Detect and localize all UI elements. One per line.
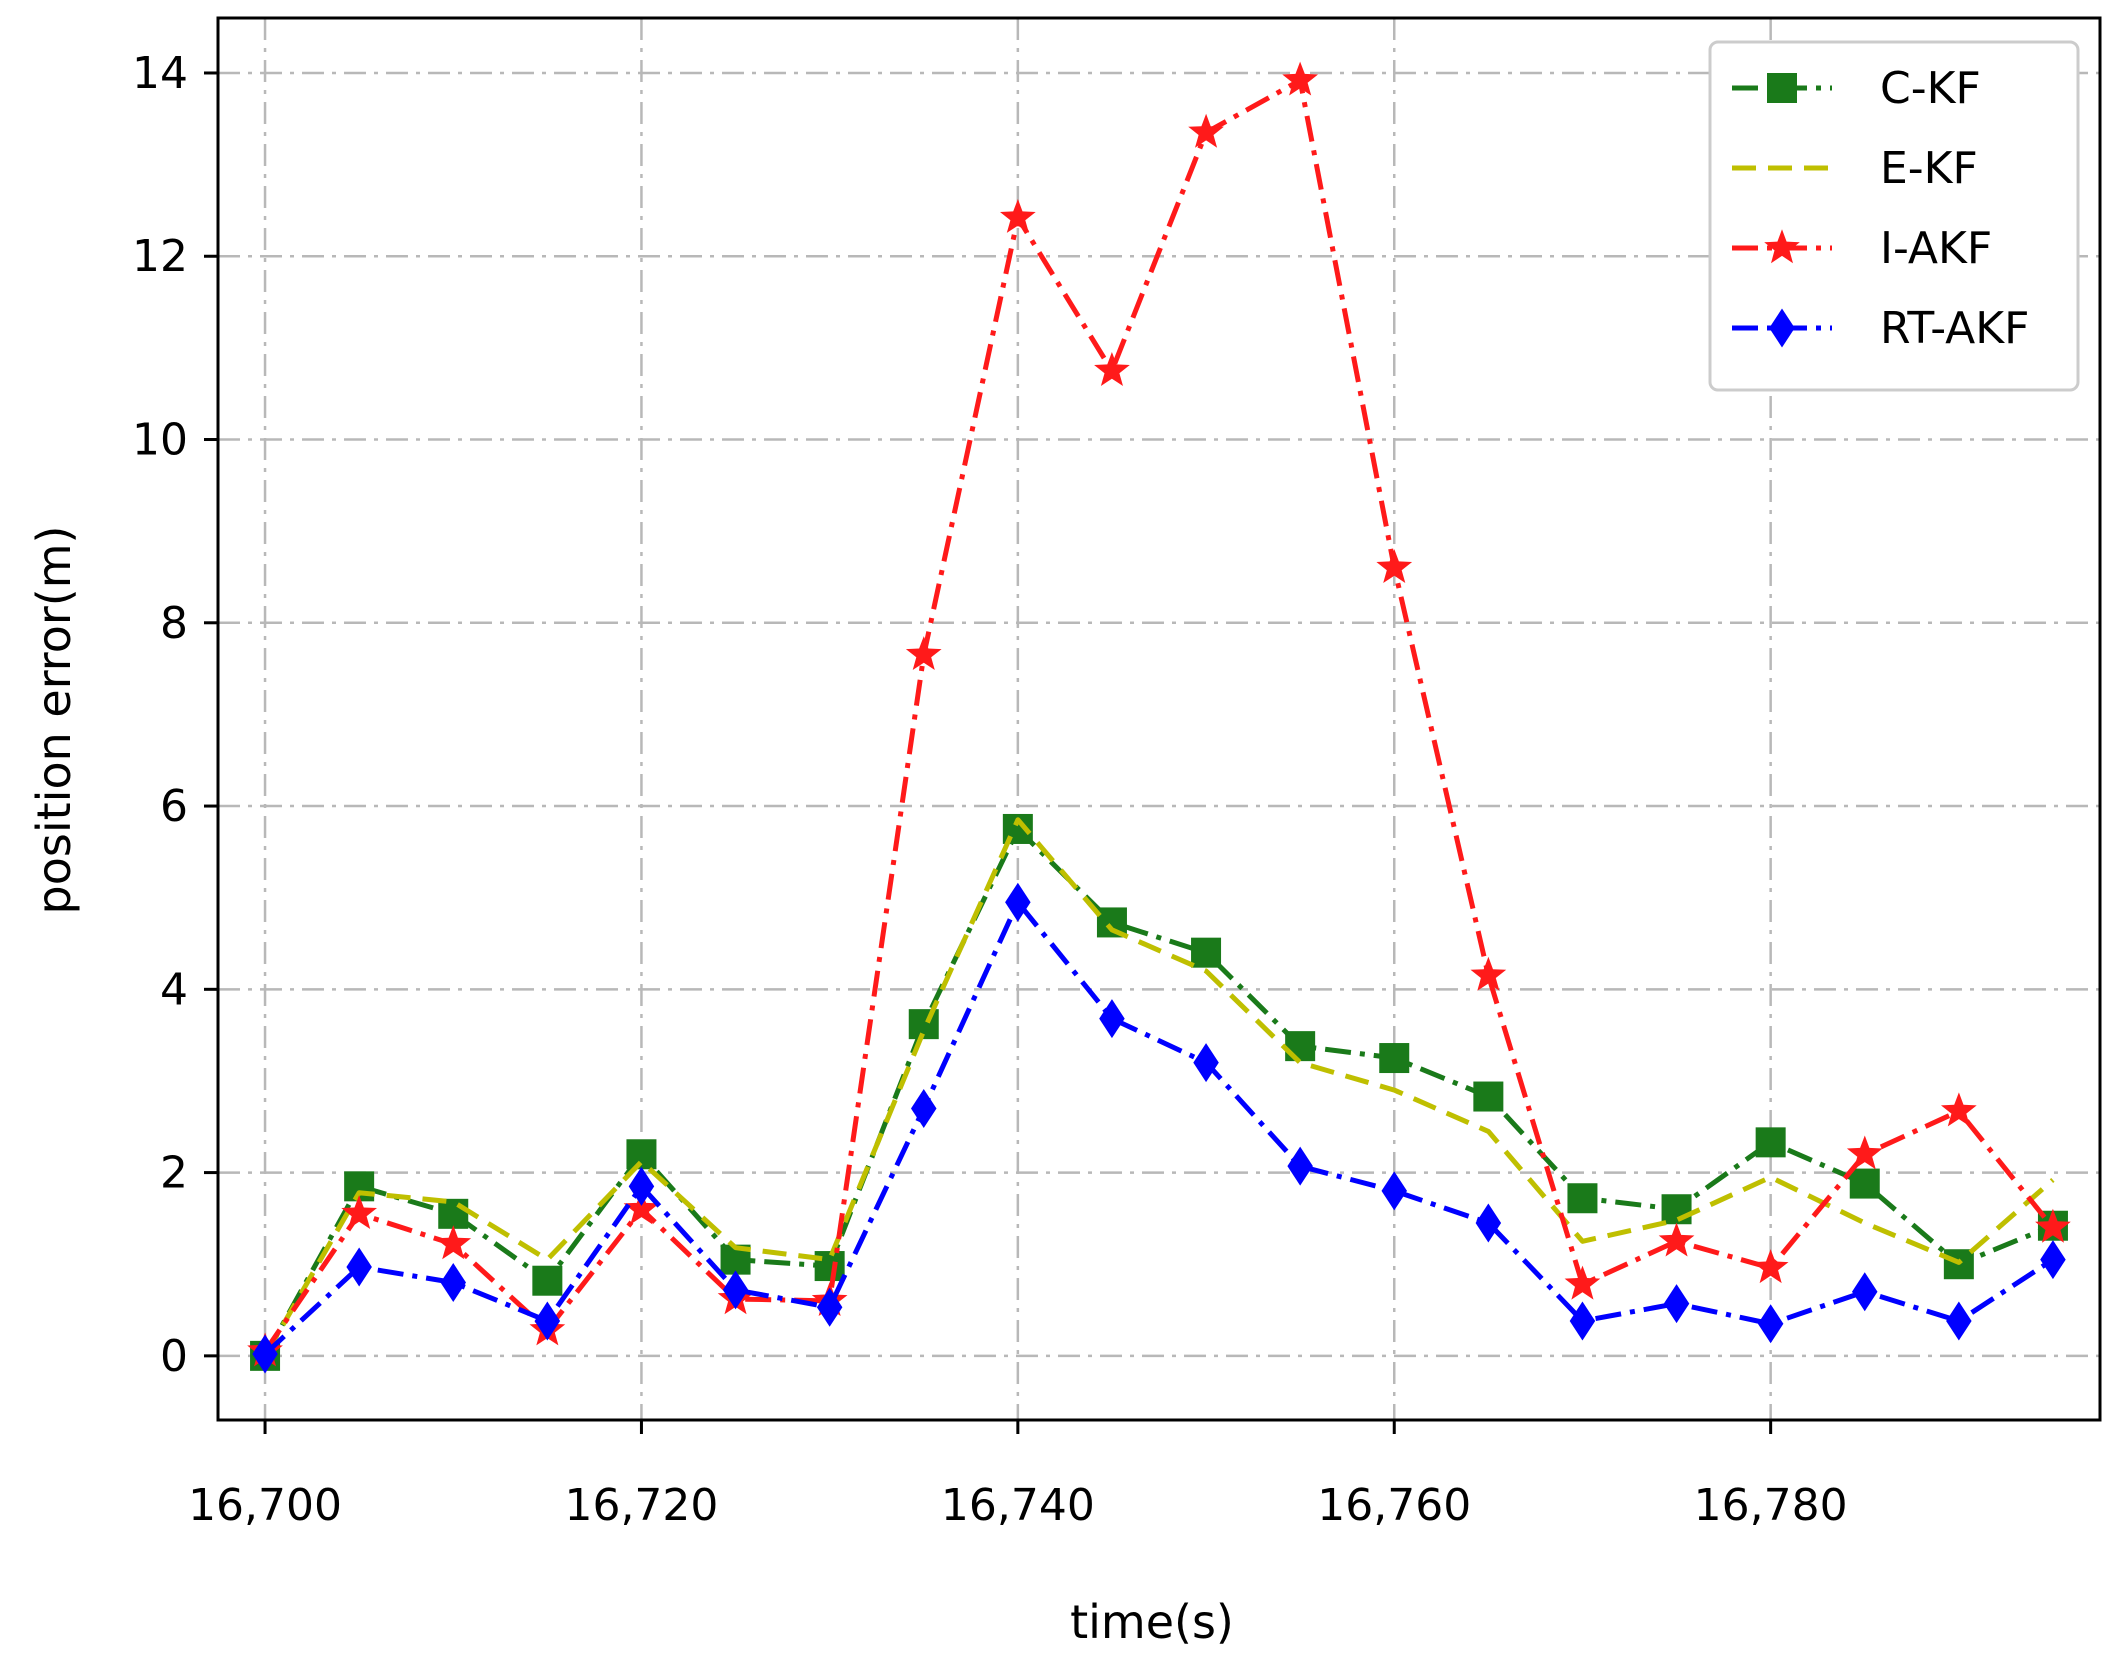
data-point-RT-AKF-16 [1757,1304,1784,1344]
x-tick-label-4: 16,780 [1694,1480,1848,1531]
series-E-KF [262,817,2055,1358]
data-point-C-KF-15 [1661,1194,1692,1225]
y-tick-label-3: 6 [160,781,188,832]
legend-label-C-KF: C-KF [1880,63,1981,114]
series-layer [247,61,2071,1374]
data-point-I-AKF-19 [2035,1208,2071,1243]
y-tick-label-1: 2 [160,1148,188,1199]
x-tick-label-1: 16,720 [564,1480,718,1531]
data-point-RT-AKF-5 [722,1270,749,1310]
data-point-I-AKF-15 [1658,1222,1695,1257]
y-axis-label: position error(m) [27,526,81,915]
data-point-RT-AKF-9 [1099,999,1125,1039]
legend-box [1708,40,2080,392]
data-point-C-KF-17 [1849,1168,1880,1199]
data-point-I-AKF-10 [1188,113,1224,148]
y-tick-label-0: 0 [160,1331,188,1382]
x-tick-label-0: 16,700 [188,1480,342,1531]
data-point-C-KF-16 [1755,1127,1786,1158]
data-point-C-KF-3 [532,1265,563,1296]
legend-label-I-AKF: I-AKF [1880,223,1992,274]
y-axis: 0 2 4 6 8 10 12 14 [132,48,218,1382]
legend-marker-RT-AKF [1769,308,1795,348]
data-point-RT-AKF-14 [1569,1301,1596,1341]
y-tick-label-5: 10 [132,415,188,466]
data-point-C-KF-6 [814,1251,845,1282]
legend-label-RT-AKF: RT-AKF [1880,303,2029,354]
data-point-RT-AKF-10 [1193,1043,1219,1083]
data-point-RT-AKF-2 [440,1263,466,1303]
data-point-RT-AKF-1 [346,1247,372,1287]
data-point-I-AKF-16 [1752,1249,1789,1284]
data-point-RT-AKF-0 [252,1334,278,1374]
data-point-RT-AKF-4 [628,1166,655,1206]
data-point-I-AKF-18 [1941,1092,1977,1127]
data-point-RT-AKF-8 [1005,882,1031,922]
data-point-C-KF-12 [1379,1043,1410,1074]
data-point-C-KF-14 [1567,1183,1598,1214]
legend-label-E-KF: E-KF [1880,143,1978,194]
data-point-C-KF-13 [1473,1081,1504,1112]
series-line-E-KF [262,817,2055,1358]
data-point-RT-AKF-18 [1946,1301,1972,1341]
data-point-I-AKF-7 [905,636,942,670]
x-axis: 16,700 16,720 16,740 16,760 16,780 [188,1420,1848,1531]
data-point-C-KF-10 [1191,937,1222,968]
data-point-I-AKF-17 [1846,1135,1883,1170]
data-point-RT-AKF-6 [816,1287,843,1327]
plot-frame [216,16,2102,1422]
data-point-I-AKF-13 [1470,956,1507,991]
legend: C-KF E-KF I-AKF RT-AKF [1708,40,2080,392]
y-tick-label-4: 8 [160,598,188,649]
data-point-RT-AKF-19 [2040,1240,2066,1280]
data-point-C-KF-11 [1285,1031,1316,1062]
data-point-I-AKF-9 [1094,352,1130,386]
data-point-RT-AKF-11 [1287,1146,1313,1186]
x-axis-label: time(s) [1070,1595,1234,1649]
series-line-C-KF [262,826,2054,1358]
data-point-I-AKF-8 [1000,199,1036,233]
y-tick-label-7: 14 [132,48,188,99]
data-point-I-AKF-11 [1282,61,1318,96]
legend-marker-I-AKF [1764,229,1800,264]
y-tick-label-6: 12 [132,231,188,282]
data-point-I-AKF-14 [1564,1265,1601,1300]
data-point-RT-AKF-3 [534,1301,561,1341]
data-point-I-AKF-2 [435,1225,472,1260]
data-point-I-AKF-12 [1376,549,1413,583]
data-point-RT-AKF-17 [1852,1272,1878,1312]
data-point-RT-AKF-7 [911,1088,937,1128]
data-point-RT-AKF-13 [1475,1203,1502,1243]
data-point-RT-AKF-12 [1381,1171,1407,1211]
data-point-I-AKF-4 [623,1190,660,1225]
data-point-I-AKF-1 [341,1195,377,1229]
data-point-C-KF-2 [438,1198,469,1229]
x-tick-label-3: 16,760 [1317,1480,1471,1531]
x-tick-label-2: 16,740 [941,1480,1095,1531]
series-RT-AKF [252,882,2066,1374]
data-point-RT-AKF-15 [1663,1284,1690,1324]
legend-marker-C-KF [1767,73,1797,103]
y-tick-label-2: 4 [160,964,188,1015]
series-line-RT-AKF [263,899,2055,1356]
